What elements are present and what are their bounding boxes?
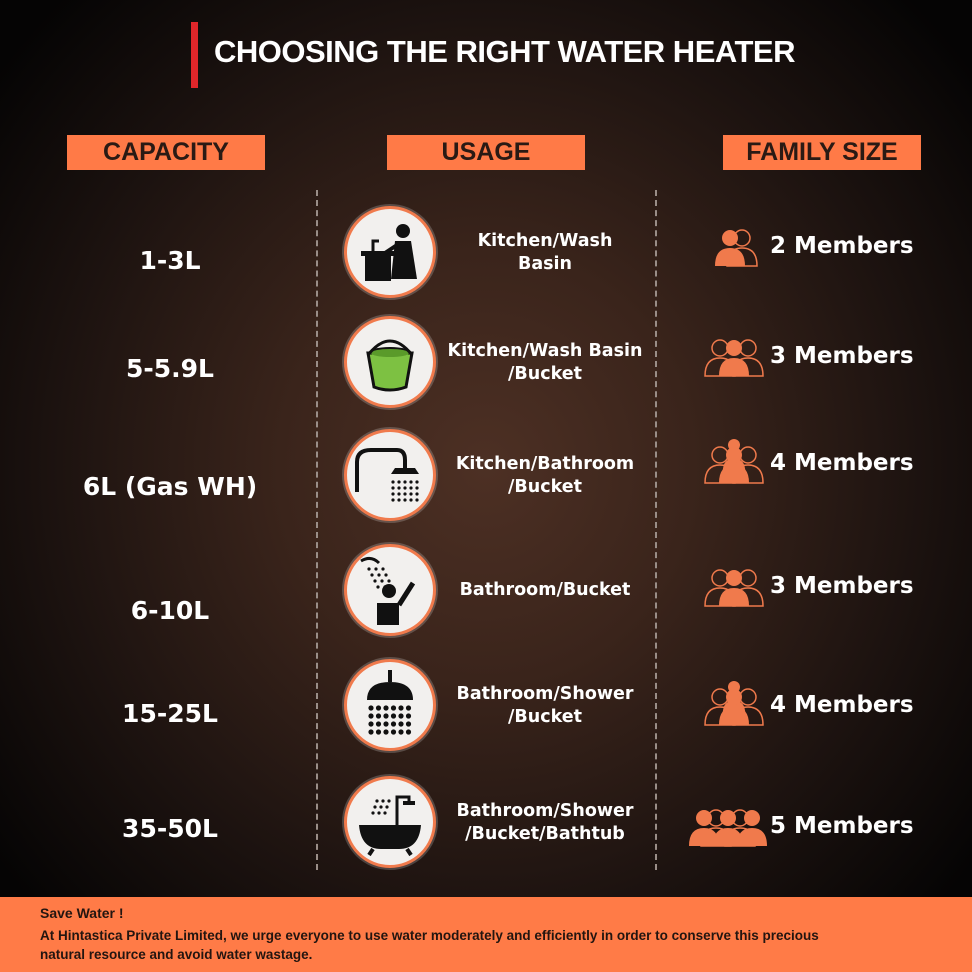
footer-body: At Hintastica Private Limited, we urge e… [40, 928, 819, 962]
family-size-label: 5 Members [770, 813, 914, 839]
footer-banner: Save Water ! At Hintastica Private Limit… [0, 897, 972, 972]
column-divider [655, 190, 657, 870]
family-size-label: 4 Members [770, 692, 914, 718]
usage-icon-circle [344, 429, 436, 521]
usage-label: Kitchen/Wash Basin/Bucket [440, 340, 650, 386]
person-at-sink-icon [361, 224, 417, 281]
usage-label: Bathroom/Shower/Bucket [440, 683, 650, 729]
bucket-icon [366, 339, 414, 392]
family-group-icon [689, 809, 767, 847]
usage-icon-circle [344, 316, 436, 408]
usage-icon-circle [344, 544, 436, 636]
shower-icon [355, 448, 419, 502]
usage-label: Bathroom/Shower/Bucket/Bathtub [440, 800, 650, 846]
usage-icon-circle [344, 776, 436, 868]
person-showering-icon [360, 556, 416, 625]
usage-icon-circle [344, 206, 436, 298]
title-accent-bar [191, 22, 198, 88]
header-usage: USAGE [387, 135, 585, 170]
usage-line: /Bucket [508, 364, 582, 384]
capacity-label: 5-5.9L [126, 354, 214, 383]
family-size-label: 2 Members [770, 233, 914, 259]
usage-label: Kitchen/Bathroom/Bucket [440, 453, 650, 499]
header-capacity: CAPACITY [67, 135, 265, 170]
usage-line: Kitchen/Bathroom [455, 454, 635, 474]
family-size-label: 3 Members [770, 343, 914, 369]
capacity-label: 15-25L [122, 699, 218, 728]
capacity-label: 6L (Gas WH) [82, 472, 258, 501]
capacity-label: 6-10L [130, 596, 210, 625]
usage-label: Kitchen/Wash Basin [440, 230, 650, 276]
usage-line: Bathroom/Shower [456, 684, 634, 704]
family-size-label: 4 Members [770, 450, 914, 476]
usage-line: /Bucket [508, 477, 582, 497]
usage-line: Kitchen/Wash [477, 231, 613, 251]
family-group-icon [704, 681, 764, 726]
capacity-label: 35-50L [122, 814, 218, 843]
usage-line: Bathroom/Shower [456, 801, 634, 821]
usage-line: /Bucket/Bathtub [465, 824, 625, 844]
family-group-icon [704, 439, 764, 484]
family-group-icon [715, 229, 758, 267]
family-group-icon [704, 339, 764, 377]
header-family-size: FAMILY SIZE [723, 135, 921, 170]
usage-line: Basin [517, 254, 573, 274]
usage-icon-circle [344, 659, 436, 751]
shower-head-icon [367, 670, 413, 735]
column-divider [316, 190, 318, 870]
family-size-label: 3 Members [770, 573, 914, 599]
usage-line: Bathroom/Bucket [459, 580, 631, 600]
capacity-label: 1-3L [139, 246, 201, 275]
bathtub-icon [359, 795, 421, 857]
family-group-icon [704, 569, 764, 607]
usage-label: Bathroom/Bucket [440, 579, 650, 602]
usage-line: Kitchen/Wash Basin [447, 341, 643, 361]
page-title: CHOOSING THE RIGHT WATER HEATER [214, 34, 795, 69]
footer-heading: Save Water ! [40, 905, 124, 921]
usage-line: /Bucket [508, 707, 582, 727]
